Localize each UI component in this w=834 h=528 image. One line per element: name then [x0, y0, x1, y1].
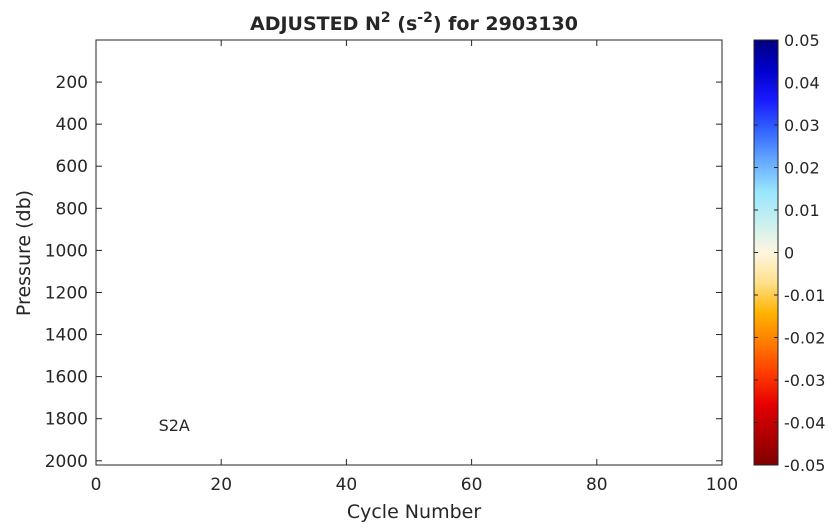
colorbar-tick-label: 0.03: [784, 116, 820, 135]
colorbar-ticks: 0.05 0.04 0.03 0.02 0.01 0 -0.01 -0.02 -0.03 -0.0…: [754, 31, 825, 475]
colorbar-tick-label: -0.03: [784, 371, 825, 390]
y-axis-label: Pressure (db): [13, 190, 35, 316]
y-axis: 200 400 600 800 1000 1200 1400 1600 1800 2000: [45, 73, 722, 472]
y-tick-label: 600: [56, 157, 88, 177]
chart-title: ADJUSTED N2 (s-2) for 2903130: [250, 10, 578, 35]
x-tick-label: 100: [706, 475, 738, 495]
colorbar-tick-label: -0.04: [784, 414, 825, 433]
y-tick-label: 1800: [45, 410, 88, 430]
colorbar-tick-label: 0.05: [784, 31, 820, 50]
x-tick-label: 40: [336, 475, 358, 495]
x-axis-label: Cycle Number: [347, 501, 481, 523]
colorbar-tick-label: -0.05: [784, 456, 825, 475]
x-axis: 0 20 40 60 80 100: [91, 40, 738, 495]
plot-area: [95, 39, 723, 466]
y-tick-label: 1200: [45, 283, 88, 303]
colorbar-tick-label: -0.01: [784, 286, 825, 305]
y-tick-label: 1400: [45, 326, 88, 346]
colorbar-tick-label: -0.02: [784, 329, 825, 348]
x-tick-label: 80: [586, 475, 608, 495]
x-tick-label: 20: [210, 475, 232, 495]
annotation-label: S2A: [159, 416, 190, 435]
colorbar-tick-label: 0.01: [784, 201, 820, 220]
y-tick-label: 400: [56, 115, 88, 135]
y-tick-label: 800: [56, 199, 88, 219]
colorbar-tick-label: 0.04: [784, 74, 820, 93]
y-tick-label: 2000: [45, 452, 88, 472]
x-tick-label: 0: [91, 475, 102, 495]
colorbar-tick-label: 0.02: [784, 159, 820, 178]
y-tick-label: 1600: [45, 368, 88, 388]
y-tick-label: 200: [56, 73, 88, 93]
colorbar-tick-label: 0: [784, 244, 794, 263]
x-tick-label: 60: [461, 475, 483, 495]
y-tick-label: 1000: [45, 241, 88, 261]
